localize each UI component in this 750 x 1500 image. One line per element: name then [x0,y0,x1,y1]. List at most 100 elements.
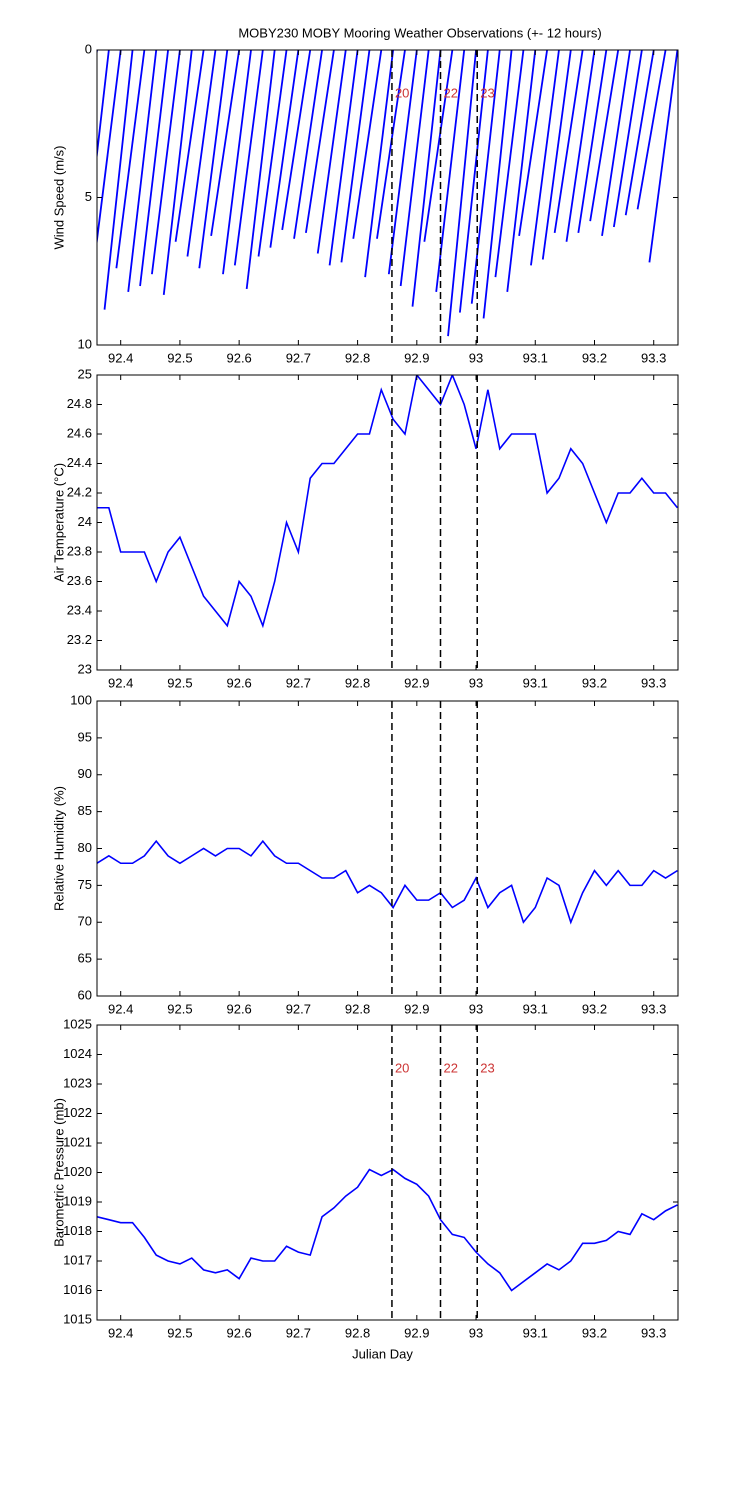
wind-stick [494,50,525,278]
plot-area [97,50,678,337]
wind-stick [222,50,252,275]
wind-stick [352,50,383,239]
x-tick-label: 93.1 [523,1325,548,1340]
wind-stick [233,50,264,266]
wind-stick [624,50,655,216]
wind-stick [541,50,572,260]
y-tick-label: 85 [78,803,92,818]
y-tick-label: 1017 [63,1252,92,1267]
x-tick-label: 93.3 [641,1325,666,1340]
plot-frame [96,49,679,346]
y-tick-label: 1023 [63,1075,92,1090]
x-tick-label: 92.4 [108,1325,133,1340]
wind-stick [387,50,418,275]
y-tick-label: 1021 [63,1134,92,1149]
wind-stick [316,50,347,254]
wind-stick [103,50,134,310]
y-tick-label: 10 [78,336,92,351]
y-tick-label: 24 [78,514,92,529]
x-tick-label: 92.5 [167,675,192,690]
y-tick-label: 100 [70,692,92,707]
wind-stick [97,50,110,162]
y-tick-label: 1019 [63,1193,92,1208]
y-tick-label: 23.2 [67,632,92,647]
wind-stick [518,50,549,236]
wind-stick [281,50,312,231]
y-axis-label: Wind Speed (m/s) [51,145,66,249]
x-tick-label: 92.8 [345,1001,370,1016]
y-tick-label: 1024 [63,1046,92,1061]
x-axis-label: Julian Day [352,1346,413,1361]
x-tick-label: 93.2 [582,1325,607,1340]
y-tick-label: 65 [78,951,92,966]
y-tick-label: 1015 [63,1311,92,1326]
wind-stick [186,50,217,257]
x-tick-label: 92.5 [167,1001,192,1016]
chart-title: MOBY230 MOBY Mooring Weather Observation… [238,25,601,40]
y-tick-label: 24.4 [67,455,92,470]
y-tick-label: 80 [78,840,92,855]
wind-stick [601,50,631,236]
x-tick-label: 92.8 [345,350,370,365]
event-label: 20 [395,86,409,101]
x-tick-label: 92.7 [286,1325,311,1340]
y-tick-label: 23 [78,661,92,676]
plot-frame [96,1024,679,1321]
wind-stick [328,50,359,266]
x-tick-label: 92.4 [108,675,133,690]
y-tick-label: 95 [78,729,92,744]
wind-stick [553,50,584,234]
y-tick-label: 1016 [63,1282,92,1297]
wind-stick [458,50,489,313]
data-line [97,375,678,629]
wind-stick [293,50,323,239]
x-tick-label: 92.4 [108,350,133,365]
x-tick-label: 92.7 [286,1001,311,1016]
wind-stick [447,50,477,337]
wind-stick [399,50,430,287]
plot-area [97,1168,678,1292]
x-tick-label: 92.6 [226,1325,251,1340]
wind-stick [151,50,181,275]
x-tick-label: 92.9 [404,1001,429,1016]
x-tick-label: 92.7 [286,675,311,690]
event-label: 20 [395,1061,409,1076]
x-tick-label: 93.3 [641,675,666,690]
y-axis-label: Air Temperature (°C) [51,463,66,582]
y-tick-label: 24.6 [67,425,92,440]
wind-stick [636,50,667,210]
wind-stick [127,50,158,293]
wind-stick [612,50,643,228]
x-tick-label: 93.1 [523,350,548,365]
x-tick-label: 93.3 [641,1001,666,1016]
y-tick-label: 1022 [63,1105,92,1120]
x-tick-label: 92.6 [226,350,251,365]
x-tick-label: 92.6 [226,1001,251,1016]
wind-stick [245,50,276,290]
data-line [97,839,678,925]
wind-stick [210,50,241,236]
wind-stick [411,50,442,307]
wind-stick [565,50,596,242]
x-tick-label: 92.9 [404,1325,429,1340]
y-axis-label: Barometric Pressure (mb) [51,1098,66,1247]
x-tick-label: 93.3 [641,350,666,365]
x-tick-label: 92.6 [226,675,251,690]
x-tick-label: 92.9 [404,350,429,365]
x-tick-label: 92.9 [404,675,429,690]
plot-area [97,839,678,925]
x-tick-label: 93.1 [523,1001,548,1016]
y-tick-label: 24.2 [67,484,92,499]
wind-stick [305,50,335,234]
event-label: 23 [480,1061,494,1076]
y-tick-label: 1020 [63,1164,92,1179]
x-tick-label: 93.2 [582,1001,607,1016]
x-tick-label: 93 [469,350,483,365]
event-label: 23 [480,86,494,101]
wind-stick [162,50,193,295]
y-tick-label: 70 [78,914,92,929]
y-tick-label: 60 [78,987,92,1002]
plot-area [97,375,678,629]
x-tick-label: 93.1 [523,675,548,690]
